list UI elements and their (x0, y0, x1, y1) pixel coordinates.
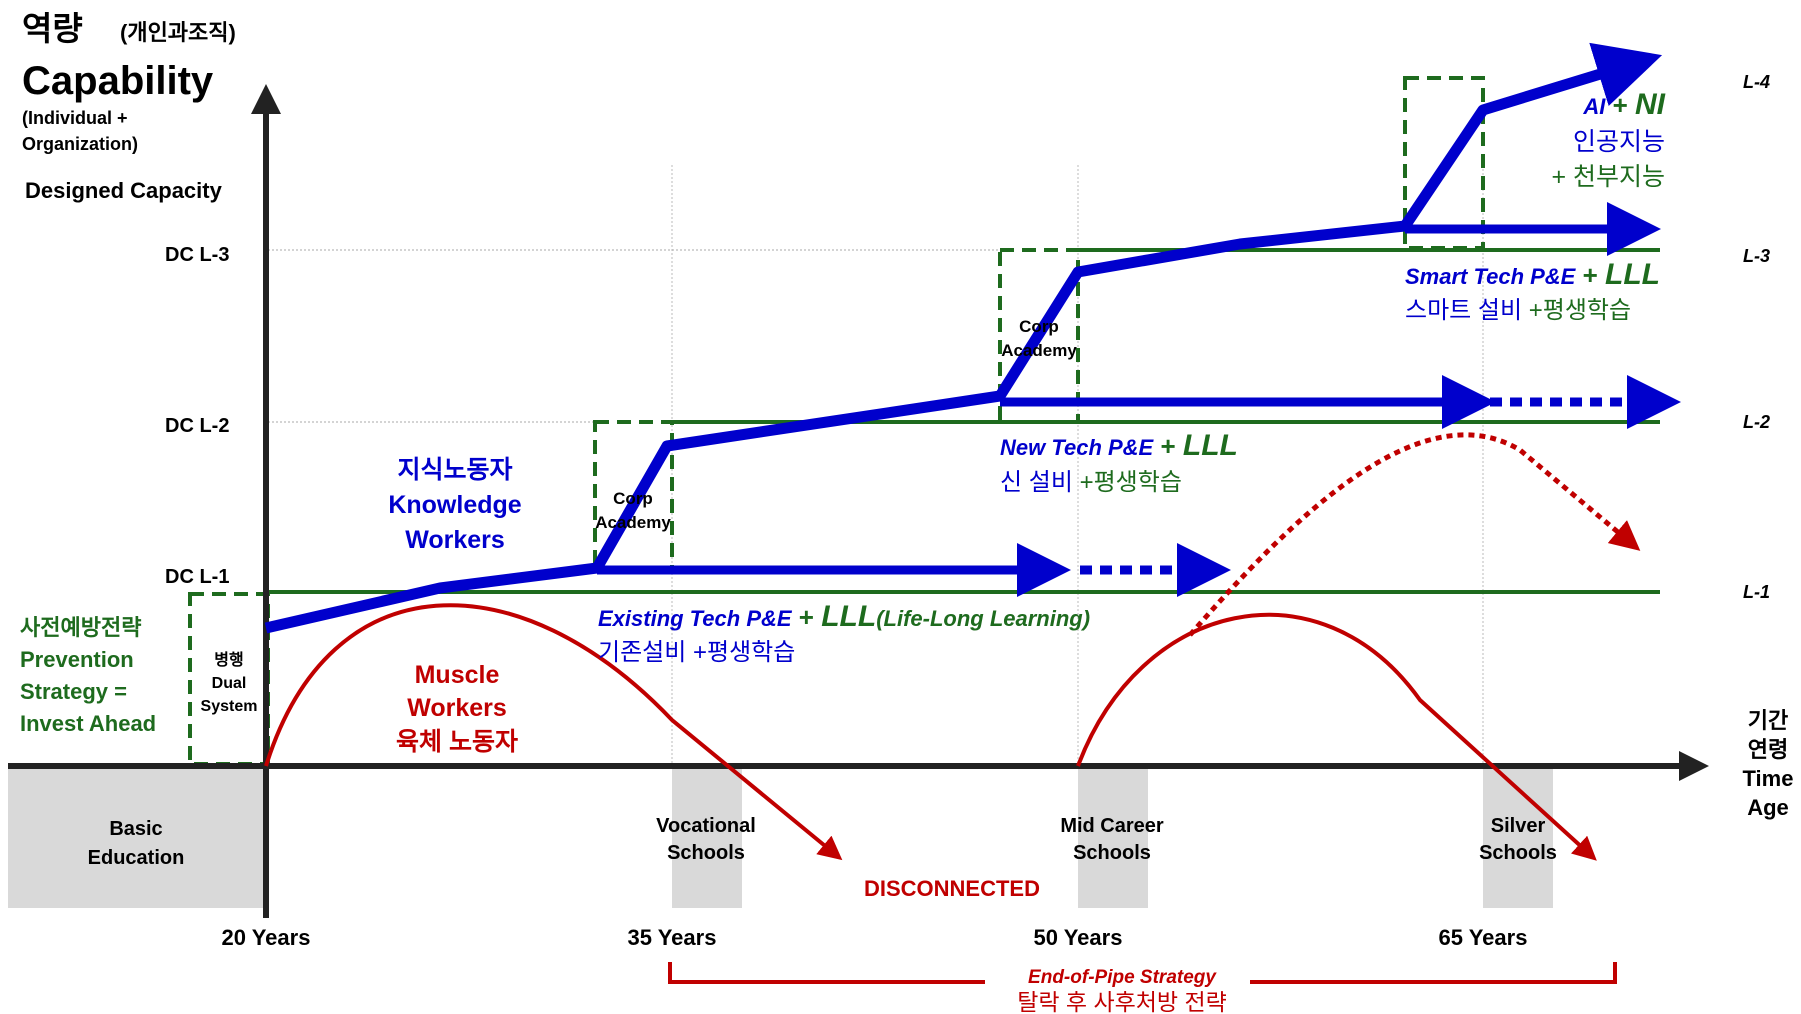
title-sub-2: Organization) (22, 134, 138, 154)
dual-en-1: Dual (212, 675, 247, 692)
knowledge-ko: 지식노동자 (397, 456, 512, 484)
dual-ko: 병행 (214, 651, 243, 669)
mid-career-label-2: Schools (1073, 842, 1151, 864)
right-level-3: L-3 (1743, 246, 1770, 266)
designed-capacity: Designed Capacity (25, 178, 223, 203)
basic-education-block (8, 768, 266, 908)
ai-ni-label: AI + NI (1582, 88, 1665, 121)
smart-tech-ko: 스마트 설비 +평생학습 (1405, 297, 1631, 324)
dc-label-2: DC L-2 (165, 415, 229, 437)
new-tech-ko: 신 설비 +평생학습 (1000, 469, 1182, 496)
year-guides (671, 165, 1484, 768)
prevention-en-2: Strategy = (20, 679, 127, 704)
new-tech-label: New Tech P&E + LLL (1000, 429, 1238, 462)
smart-tech-label: Smart Tech P&E + LLL (1405, 258, 1660, 291)
basic-education-label-1: Basic (109, 818, 162, 840)
ai-ko-1: 인공지능 (1573, 128, 1665, 156)
year-label-50: 50 Years (1034, 925, 1123, 950)
right-level-4: L-4 (1743, 72, 1770, 92)
muscle-ko: 육체 노동자 (396, 728, 518, 756)
dual-en-2: System (201, 698, 258, 715)
right-level-2: L-2 (1743, 412, 1770, 432)
corp-academy-box-2 (998, 248, 1080, 424)
muscle-en-2: Workers (407, 694, 507, 722)
year-label-65: 65 Years (1439, 925, 1528, 950)
knowledge-en-2: Workers (405, 526, 505, 554)
prevention-en-3: Invest Ahead (20, 711, 156, 736)
end-of-pipe-en: End-of-Pipe Strategy (1028, 967, 1217, 988)
muscle-curve-2 (1076, 612, 1597, 861)
vocational-school-block (672, 768, 742, 908)
corp-academy-2-l2: Academy (1001, 341, 1077, 360)
prevention-ko: 사전예방전략 (20, 615, 141, 640)
right-level-1: L-1 (1743, 582, 1770, 602)
corp-academy-1-l2: Academy (595, 513, 671, 532)
title-ko-paren: (개인과조직) (120, 20, 236, 45)
year-label-20: 20 Years (222, 925, 311, 950)
dc-guides (268, 249, 1000, 423)
corp-academy-2-l1: Corp (1019, 317, 1059, 336)
basic-education-label-2: Education (88, 847, 185, 869)
title-sub-1: (Individual + (22, 108, 128, 128)
vocational-label-2: Schools (667, 842, 745, 864)
year-label-35: 35 Years (628, 925, 717, 950)
silver-label-2: Schools (1479, 842, 1557, 864)
vocational-label-1: Vocational (656, 815, 756, 837)
time-axis-ko-2: 연령 (1748, 737, 1788, 762)
dc-label-3: DC L-3 (165, 244, 229, 266)
title-en: Capability (22, 59, 214, 103)
existing-tech-label: Existing Tech P&E + LLL(Life-Long Learni… (598, 600, 1090, 633)
muscle-reconnect-dotted (1188, 432, 1641, 637)
time-axis-en-1: Time (1743, 766, 1794, 791)
existing-tech-ko: 기존설비 +평생학습 (598, 639, 795, 666)
prevention-en-1: Prevention (20, 647, 134, 672)
disconnected-label: DISCONNECTED (864, 876, 1040, 901)
end-of-pipe-ko: 탈락 후 사후처방 전략 (1017, 989, 1227, 1014)
mid-career-school-block (1078, 768, 1148, 908)
time-axis-en-2: Age (1747, 795, 1789, 820)
corp-academy-1-l1: Corp (613, 489, 653, 508)
corp-academy-box-1 (593, 420, 674, 572)
dc-label-1: DC L-1 (165, 566, 229, 588)
title-ko: 역량 (22, 10, 83, 47)
muscle-en-1: Muscle (415, 661, 500, 689)
knowledge-en-1: Knowledge (388, 491, 521, 519)
time-axis-ko-1: 기간 (1748, 708, 1788, 733)
muscle-curve-1 (264, 603, 843, 861)
silver-label-1: Silver (1491, 815, 1546, 837)
corp-academy-box-3 (1403, 76, 1485, 250)
ai-ko-2: + 천부지능 (1551, 163, 1665, 191)
knowledge-path (264, 42, 1663, 634)
mid-career-label-1: Mid Career (1060, 815, 1164, 837)
